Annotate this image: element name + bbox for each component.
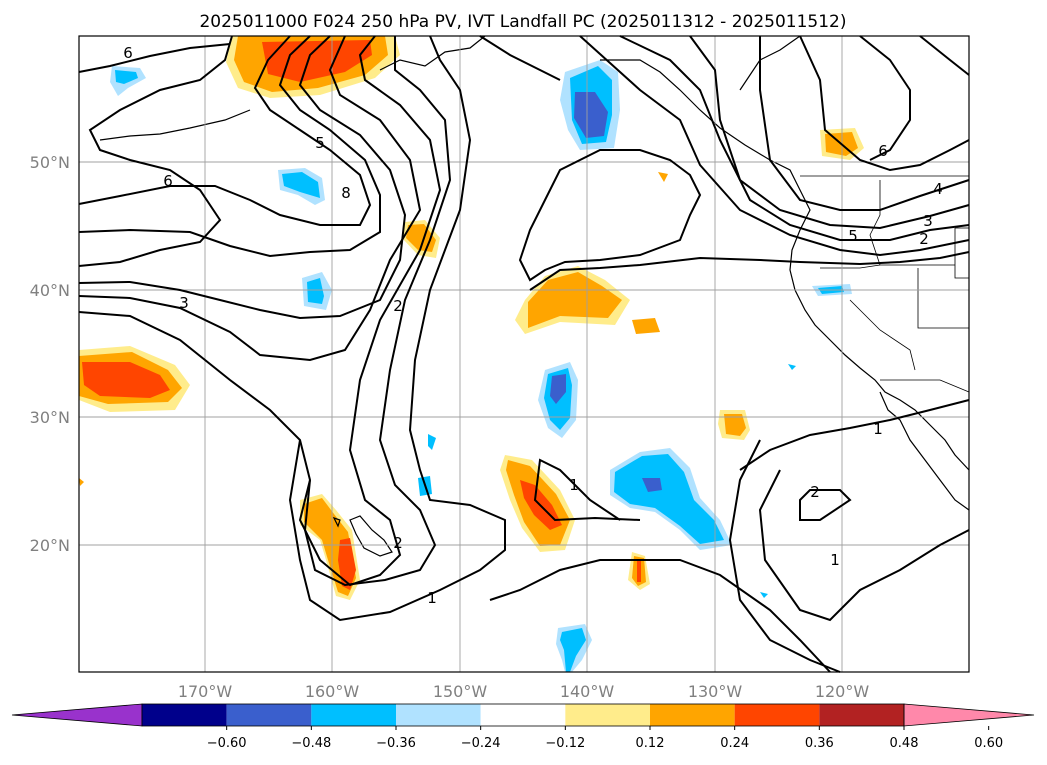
contour-label: 5 [848,227,858,245]
lat-label: 40°N [30,281,70,300]
lon-label: 150°W [433,682,488,701]
lon-label: 130°W [688,682,743,701]
colorbar-segment [396,704,481,726]
colorbar-segment [819,704,904,726]
colorbar-segment [650,704,735,726]
contour-label: 1 [830,551,840,569]
colorbar-tick-label: 0.60 [974,736,1003,751]
contour-label: 6 [163,172,173,190]
contour-label: 6 [123,44,133,62]
contour-label: 2 [393,534,403,552]
colorbar-tick-label: 0.36 [805,736,834,751]
contour-label: 4 [933,180,943,198]
contour-label: 1 [427,589,437,607]
colorbar-tick-label: 0.24 [720,736,749,751]
contour-label: 5 [315,134,325,152]
pv-anomaly-fills [79,36,864,672]
colorbar-extend-high [903,703,1035,727]
map-frame [78,35,970,673]
lon-label: 140°W [560,682,615,701]
colorbar: −0.60 −0.48 −0.36 −0.24 −0.12 0.12 0.24 0.36 0.4… [11,703,1035,751]
colorbar-segment [480,704,566,726]
pv-contours [78,35,970,673]
coastlines [99,35,970,557]
colorbar-extend-low [11,703,143,727]
contour-label: 2 [393,297,403,315]
contour-label: 3 [923,212,933,230]
colorbar-outline [141,703,905,727]
contour-labels: 6 5 6 8 3 2 1 2 1 1 2 1 5 6 4 3 2 [123,44,943,607]
colorbar-tick-label: −0.36 [376,736,416,751]
colorbar-segment [226,704,312,726]
colorbar-tick-label: 0.12 [636,736,665,751]
colorbar-tick-label: −0.12 [545,736,585,751]
contour-label: 6 [878,142,888,160]
colorbar-tick-label: −0.24 [461,736,501,751]
colorbar-tick-label: −0.60 [207,736,247,751]
map-panel: 6 5 6 8 3 2 1 2 1 1 2 1 5 6 4 3 2 [78,35,970,673]
colorbar-segment [311,704,396,726]
colorbar-segment [734,704,820,726]
boundaries [800,175,970,393]
lon-label: 160°W [305,682,360,701]
lat-label: 50°N [30,153,70,172]
lon-label: 120°W [815,682,870,701]
longitude-labels: 170°W 160°W 150°W 140°W 130°W 120°W [178,682,870,701]
lat-label: 20°N [30,536,70,555]
colorbar-segment [142,704,227,726]
colorbar-tick-label: −0.48 [291,736,331,751]
contour-label: 8 [341,184,351,202]
contour-label: 1 [873,420,883,438]
contour-label: 2 [919,230,929,248]
contour-label: 2 [810,483,820,501]
latitude-labels: 50°N 40°N 30°N 20°N [30,153,70,555]
colorbar-tick-label: 0.48 [890,736,919,751]
map-title: 2025011000 F024 250 hPa PV, IVT Landfall… [199,12,846,32]
colorbar-segment [565,704,650,726]
lat-label: 30°N [30,408,70,427]
contour-label: 1 [569,476,579,494]
lon-label: 170°W [178,682,233,701]
contour-label: 3 [179,294,189,312]
map-background [79,36,969,672]
